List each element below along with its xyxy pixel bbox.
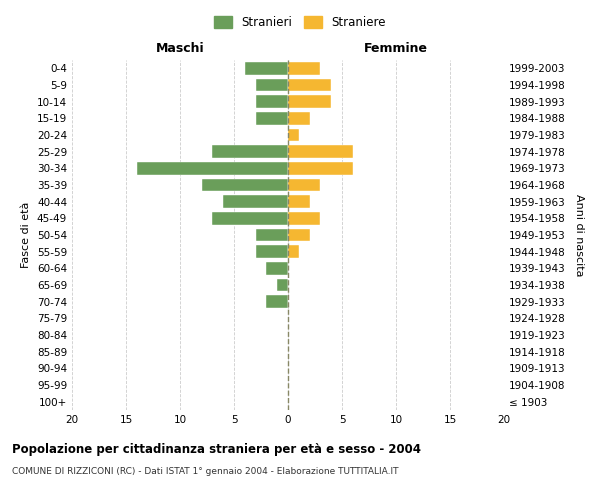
Bar <box>288 229 310 241</box>
Bar <box>256 229 288 241</box>
Bar <box>288 96 331 108</box>
Bar <box>266 262 288 274</box>
Bar <box>288 196 310 208</box>
Bar <box>288 146 353 158</box>
Bar <box>288 179 320 192</box>
Bar <box>212 212 288 224</box>
Y-axis label: Fasce di età: Fasce di età <box>22 202 31 268</box>
Bar <box>245 62 288 74</box>
Text: COMUNE DI RIZZICONI (RC) - Dati ISTAT 1° gennaio 2004 - Elaborazione TUTTITALIA.: COMUNE DI RIZZICONI (RC) - Dati ISTAT 1°… <box>12 468 398 476</box>
Bar <box>256 96 288 108</box>
Bar <box>288 112 310 124</box>
Bar <box>288 62 320 74</box>
Bar <box>223 196 288 208</box>
Bar <box>256 246 288 258</box>
Legend: Stranieri, Straniere: Stranieri, Straniere <box>209 11 391 34</box>
Bar <box>288 79 331 92</box>
Bar <box>266 296 288 308</box>
Bar <box>288 162 353 174</box>
Bar <box>202 179 288 192</box>
Bar <box>288 212 320 224</box>
Bar <box>288 129 299 141</box>
Text: Femmine: Femmine <box>364 42 428 55</box>
Bar <box>212 146 288 158</box>
Bar <box>277 279 288 291</box>
Text: Maschi: Maschi <box>155 42 205 55</box>
Bar <box>256 112 288 124</box>
Bar <box>137 162 288 174</box>
Text: Popolazione per cittadinanza straniera per età e sesso - 2004: Popolazione per cittadinanza straniera p… <box>12 442 421 456</box>
Bar <box>288 246 299 258</box>
Y-axis label: Anni di nascita: Anni di nascita <box>574 194 584 276</box>
Bar <box>256 79 288 92</box>
